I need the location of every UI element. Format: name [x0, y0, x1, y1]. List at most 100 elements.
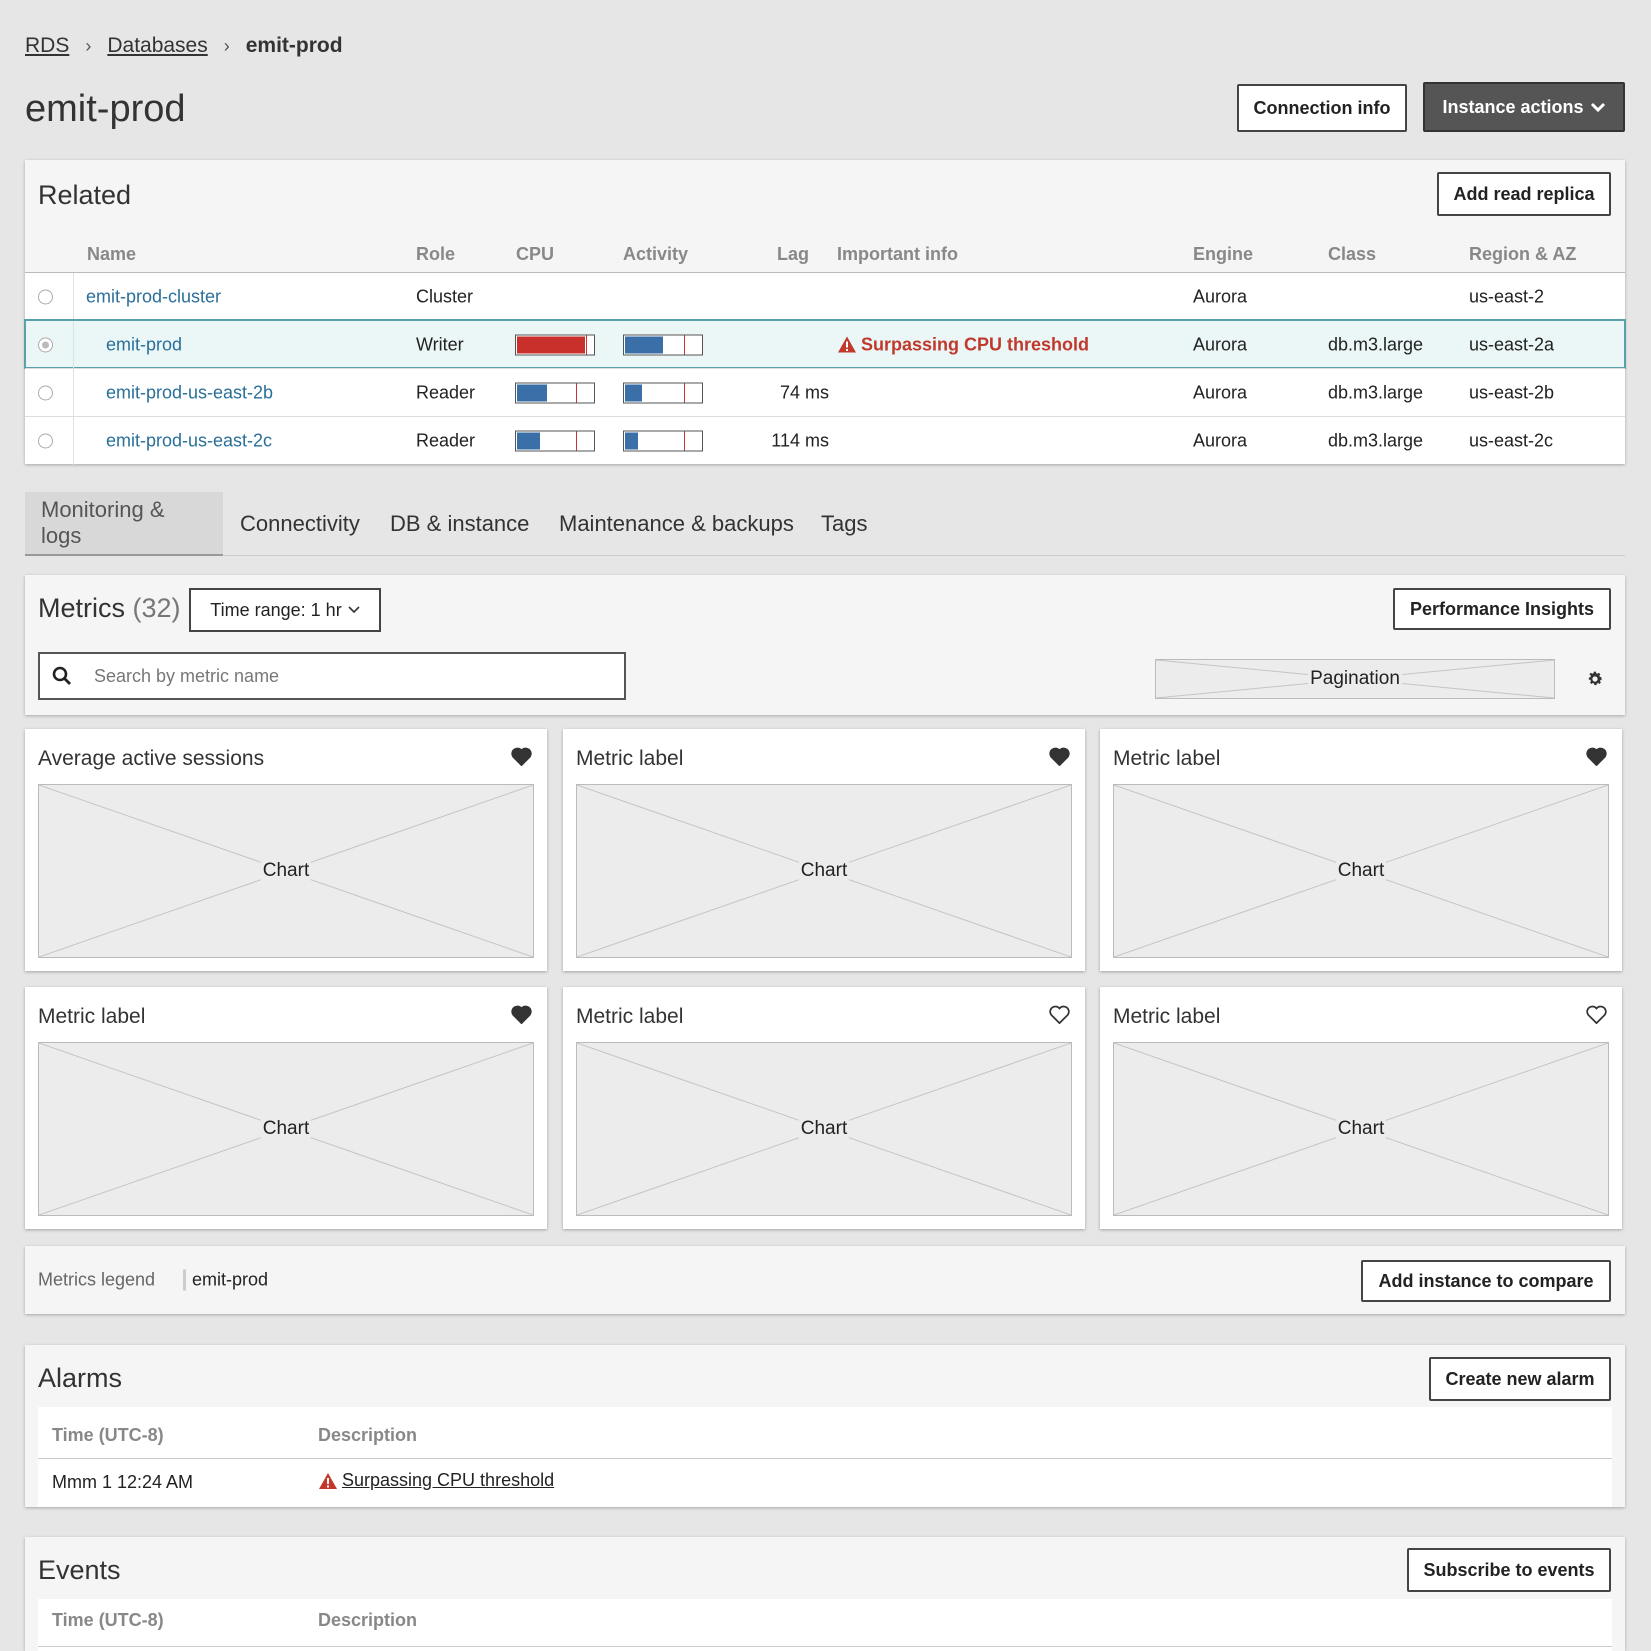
events-panel: Events Subscribe to events Time (UTC-8) … — [25, 1537, 1625, 1651]
warning-icon — [838, 336, 856, 353]
col-header-class: Class — [1328, 244, 1377, 264]
table-divider — [38, 1646, 1612, 1647]
tab-bar: Monitoring & logs Connectivity DB & inst… — [25, 492, 1625, 556]
events-title: Events — [38, 1555, 121, 1585]
heart-filled-icon[interactable] — [1586, 747, 1607, 766]
heart-filled-icon[interactable] — [511, 1005, 532, 1024]
metric-card-title: Metric label — [1113, 747, 1221, 770]
performance-insights-button[interactable]: Performance Insights — [1393, 588, 1611, 630]
row-divider — [73, 417, 74, 465]
row-radio[interactable] — [38, 289, 53, 304]
metrics-title-text: Metrics — [38, 593, 125, 623]
tab-tags[interactable]: Tags — [821, 511, 868, 536]
table-row[interactable]: emit-prod-cluster Cluster Aurora us-east… — [25, 272, 1625, 321]
instance-name-link[interactable]: emit-prod — [106, 334, 183, 354]
role-cell: Reader — [416, 430, 476, 450]
metrics-legend-label: Metrics legend — [38, 1269, 156, 1290]
table-row[interactable]: emit-prod-us-east-2b Reader 74 ms Aurora… — [25, 368, 1625, 417]
row-divider — [73, 321, 74, 369]
chevron-down-icon — [348, 606, 360, 614]
connection-info-label: Connection info — [1253, 97, 1391, 118]
add-read-replica-button[interactable]: Add read replica — [1437, 172, 1611, 216]
col-header-time: Time (UTC-8) — [52, 1610, 164, 1630]
col-header-region-az: Region & AZ — [1469, 244, 1577, 264]
pagination-label: Pagination — [1308, 668, 1402, 690]
metrics-title: Metrics (32) — [38, 593, 181, 624]
lag-cell: 114 ms — [771, 430, 829, 450]
metric-search-input[interactable]: Search by metric name — [38, 652, 626, 700]
breadcrumb-databases-link[interactable]: Databases — [107, 34, 208, 57]
table-row[interactable]: emit-prod-us-east-2c Reader 114 ms Auror… — [25, 416, 1625, 465]
metrics-legend-panel: Metrics legend emit-prod Add instance to… — [25, 1246, 1625, 1314]
pagination-control[interactable]: Pagination — [1155, 659, 1555, 699]
heart-filled-icon[interactable] — [511, 747, 532, 766]
row-divider — [73, 273, 74, 321]
table-row-selected[interactable]: emit-prod Writer Surpassing CPU threshol… — [24, 319, 1626, 369]
time-range-dropdown[interactable]: Time range: 1 hr — [189, 588, 381, 632]
add-instance-to-compare-button[interactable]: Add instance to compare — [1361, 1260, 1611, 1302]
table-divider — [38, 1458, 1612, 1459]
activity-bar — [623, 382, 703, 403]
col-header-activity: Activity — [623, 244, 689, 264]
row-radio[interactable] — [38, 385, 53, 400]
chart-placeholder: Chart — [576, 784, 1072, 958]
heart-outline-icon[interactable] — [1049, 1005, 1070, 1024]
breadcrumb-rds-link[interactable]: RDS — [25, 34, 70, 57]
subscribe-to-events-button[interactable]: Subscribe to events — [1407, 1548, 1611, 1592]
engine-cell: Aurora — [1193, 382, 1248, 402]
chart-placeholder: Chart — [1113, 1042, 1609, 1216]
chevron-right-icon: › — [85, 35, 92, 56]
tab-connectivity[interactable]: Connectivity — [240, 511, 360, 536]
connection-info-button[interactable]: Connection info — [1237, 84, 1407, 132]
add-read-replica-label: Add read replica — [1453, 183, 1595, 204]
metrics-panel: Metrics (32) Time range: 1 hr Performanc… — [25, 575, 1625, 715]
heart-outline-icon[interactable] — [1586, 1005, 1607, 1024]
chevron-down-icon — [1590, 102, 1605, 113]
class-cell: db.m3.large — [1328, 334, 1424, 354]
cpu-bar — [515, 430, 595, 451]
alarms-table: Time (UTC-8) Description Mmm 1 12:24 AM … — [38, 1407, 1612, 1507]
chart-placeholder: Chart — [576, 1042, 1072, 1216]
instance-actions-button[interactable]: Instance actions — [1423, 82, 1625, 132]
region-cell: us-east-2c — [1469, 430, 1554, 450]
row-radio[interactable] — [38, 337, 53, 352]
search-placeholder: Search by metric name — [94, 665, 280, 686]
gear-icon[interactable] — [1586, 670, 1604, 688]
role-cell: Reader — [416, 382, 476, 402]
cpu-bar — [515, 382, 595, 403]
alarms-panel: Alarms Create new alarm Time (UTC-8) Des… — [25, 1345, 1625, 1507]
metric-card-title: Average active sessions — [38, 747, 265, 770]
alarm-description-link[interactable]: Surpassing CPU threshold — [342, 1470, 555, 1490]
tab-maintenance-backups[interactable]: Maintenance & backups — [559, 511, 794, 536]
create-new-alarm-button[interactable]: Create new alarm — [1429, 1357, 1611, 1401]
instance-name-link[interactable]: emit-prod-us-east-2b — [106, 382, 274, 402]
heart-filled-icon[interactable] — [1049, 747, 1070, 766]
engine-cell: Aurora — [1193, 430, 1248, 450]
tab-monitoring-logs[interactable]: Monitoring & logs — [25, 492, 223, 556]
chart-placeholder-label: Chart — [260, 860, 312, 882]
row-divider — [73, 369, 74, 417]
alarm-time: Mmm 1 12:24 AM — [52, 1472, 194, 1492]
warning-text: Surpassing CPU threshold — [861, 334, 1090, 354]
class-cell: db.m3.large — [1328, 382, 1424, 402]
metric-card: Metric label Chart — [25, 987, 547, 1229]
metric-card: Average active sessions Chart — [25, 729, 547, 971]
activity-bar — [623, 430, 703, 451]
tab-db-instance[interactable]: DB & instance — [390, 511, 530, 536]
chart-placeholder: Chart — [1113, 784, 1609, 958]
role-cell: Cluster — [416, 286, 474, 306]
col-header-time: Time (UTC-8) — [52, 1425, 164, 1445]
page-title: emit-prod — [25, 88, 186, 130]
instance-name-link[interactable]: emit-prod-us-east-2c — [106, 430, 273, 450]
chart-placeholder-label: Chart — [260, 1118, 312, 1140]
chart-placeholder-label: Chart — [1335, 1118, 1387, 1140]
add-instance-to-compare-label: Add instance to compare — [1378, 1270, 1594, 1291]
subscribe-to-events-label: Subscribe to events — [1423, 1559, 1595, 1580]
cpu-bar — [515, 334, 595, 355]
metric-card-title: Metric label — [576, 747, 684, 770]
lag-cell: 74 ms — [779, 382, 829, 402]
instance-name-link[interactable]: emit-prod-cluster — [86, 286, 222, 306]
row-radio[interactable] — [38, 433, 53, 448]
cpu-threshold-warning: Surpassing CPU threshold — [837, 334, 1089, 355]
region-cell: us-east-2b — [1469, 382, 1555, 402]
